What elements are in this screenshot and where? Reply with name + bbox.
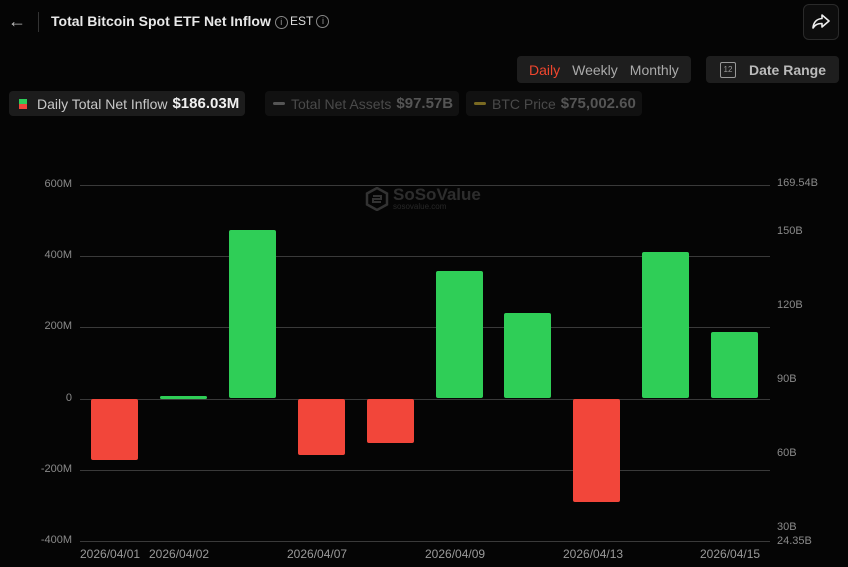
gridline <box>80 398 770 400</box>
gridline <box>80 469 770 471</box>
legend-name: Total Net Assets <box>291 95 392 112</box>
y-axis-left-tick: 600M <box>44 178 72 190</box>
gridline <box>80 185 770 186</box>
x-axis-tick: 2026/04/09 <box>425 547 486 561</box>
legend-daily-inflow[interactable]: Daily Total Net Inflow $186.03M <box>9 91 246 116</box>
x-axis-tick: 2026/04/15 <box>700 547 761 561</box>
bar-chart[interactable]: SoSoValue sosovalue.com 600M 400M 200M 0 -20… <box>0 130 848 567</box>
watermark: SoSoValue sosovalue.com <box>365 185 481 211</box>
btc-price-swatch-icon <box>474 102 486 105</box>
watermark-brand: SoSoValue <box>393 185 481 204</box>
gridline <box>80 327 770 329</box>
bar-2026-04-10[interactable] <box>504 313 552 399</box>
y-axis-right-tick: 90B <box>777 373 797 385</box>
y-axis-right-tick: 30B <box>777 521 797 533</box>
timezone-info-icon[interactable]: i <box>316 15 330 29</box>
y-axis-left-tick: 0 <box>65 391 72 404</box>
timezone-text: EST <box>290 14 314 28</box>
legend-name: BTC Price <box>492 95 556 112</box>
title-text: Total Bitcoin Spot ETF Net Inflow <box>51 13 271 29</box>
legend-name: Daily Total Net Inflow <box>37 95 168 112</box>
header: ← Total Bitcoin Spot ETF Net Inflow i ES… <box>0 0 848 44</box>
tab-daily[interactable]: Daily <box>529 61 561 78</box>
net-assets-swatch-icon <box>273 102 285 105</box>
bar-2026-04-08[interactable] <box>366 398 414 443</box>
watermark-site: sosovalue.com <box>393 202 447 211</box>
x-axis-tick: 2026/04/13 <box>563 547 624 561</box>
bar-2026-04-13[interactable] <box>573 398 621 503</box>
bar-2026-04-14[interactable] <box>642 251 690 399</box>
timezone-label: EST i <box>290 14 330 29</box>
bar-2026-04-01[interactable] <box>91 398 138 461</box>
y-axis-left-tick: -400M <box>40 533 72 546</box>
bar-2026-04-15[interactable] <box>711 332 759 399</box>
legend-total-net-assets[interactable]: Total Net Assets $97.57B <box>265 91 460 116</box>
y-axis-left-tick: -200M <box>40 462 72 475</box>
y-axis-right-tick: 24.35B <box>777 535 812 547</box>
share-icon <box>812 14 830 29</box>
x-axis-tick: 2026/04/07 <box>287 547 348 561</box>
period-selector: Daily Weekly Monthly <box>517 56 691 83</box>
y-axis-right-tick: 150B <box>777 225 803 237</box>
bar-2026-04-03[interactable] <box>228 230 276 399</box>
y-axis-left-tick: 200M <box>44 320 72 333</box>
legend-value: $75,002.60 <box>560 95 636 112</box>
back-button[interactable]: ← <box>6 10 28 32</box>
page-title: Total Bitcoin Spot ETF Net Inflow i <box>51 13 288 29</box>
legend-btc-price[interactable]: BTC Price $75,002.60 <box>466 91 642 116</box>
sosovalue-logo-icon <box>365 187 389 211</box>
arrow-left-icon: ← <box>8 11 26 31</box>
tab-monthly[interactable]: Monthly <box>629 61 679 78</box>
date-range-label: Date Range <box>749 61 827 78</box>
info-icon[interactable]: i <box>274 15 288 29</box>
y-axis-left-tick: 400M <box>44 249 72 262</box>
gridline <box>80 256 770 258</box>
tab-weekly[interactable]: Weekly <box>572 61 618 78</box>
y-axis-right-tick: 60B <box>777 447 797 459</box>
gridline <box>80 540 770 542</box>
y-axis-right-tick: 120B <box>777 299 803 311</box>
header-divider <box>38 12 39 32</box>
bar-2026-04-09[interactable] <box>435 271 483 399</box>
share-button[interactable] <box>803 4 839 40</box>
bar-2026-04-02[interactable] <box>159 395 207 399</box>
calendar-icon: 12 <box>720 61 736 78</box>
x-axis-tick: 2026/04/01 <box>80 547 141 561</box>
x-axis-tick: 2026/04/02 <box>149 547 210 561</box>
legend-value: $186.03M <box>172 95 240 112</box>
bar-2026-04-07[interactable] <box>297 398 345 456</box>
date-range-button[interactable]: 12 Date Range <box>706 56 839 83</box>
inflow-swatch-icon <box>19 98 27 109</box>
y-axis-right-tick: 169.54B <box>777 177 818 189</box>
legend-value: $97.57B <box>396 95 454 112</box>
